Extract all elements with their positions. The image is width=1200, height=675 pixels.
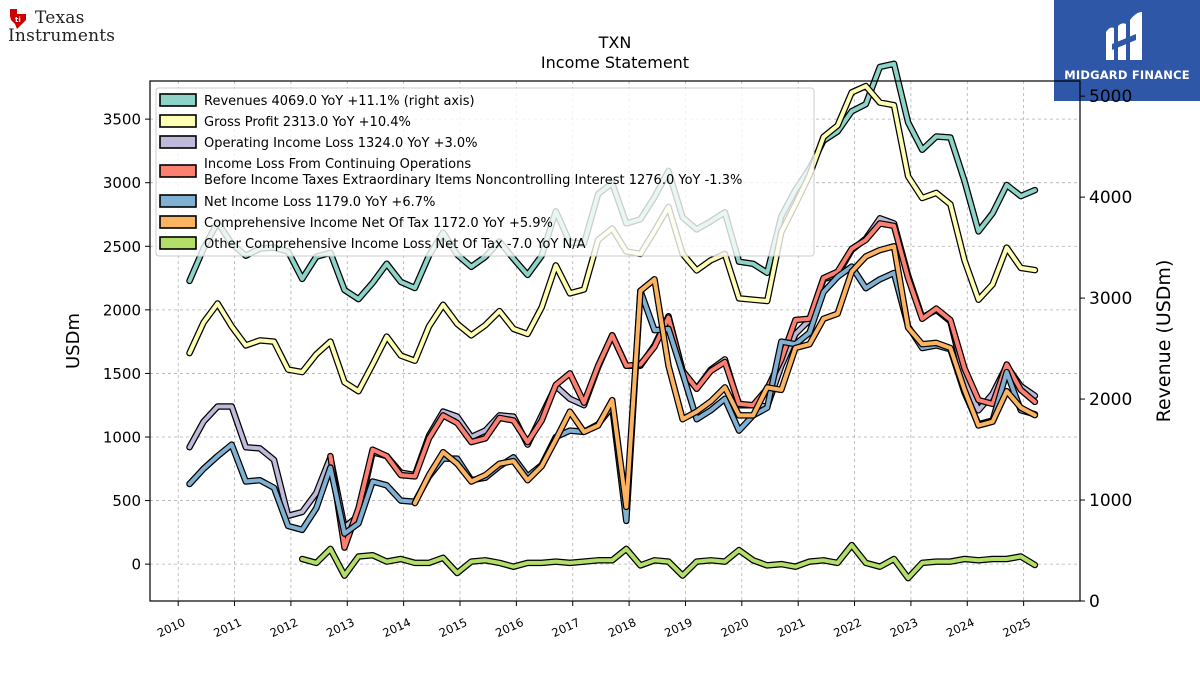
midgard-emblem-icon (1106, 12, 1142, 60)
legend-swatch-2 (159, 135, 197, 149)
series-outline-5 (411, 243, 1039, 511)
y-tick-label: 500 (112, 492, 141, 510)
x-tick-label: 2011 (211, 615, 243, 640)
legend-box (155, 87, 815, 257)
legend-swatch-0 (159, 93, 197, 107)
series-group (186, 60, 1039, 582)
y-tick-label: 3500 (103, 111, 141, 129)
legend-label-3-line2: Before Income Taxes Extraordinary Items … (204, 173, 742, 188)
x-tick-label: 2022 (831, 615, 863, 640)
x-tick-label: 2014 (380, 615, 412, 640)
y-right-tick-label: 1000 (1089, 491, 1132, 511)
x-tick-label: 2010 (155, 615, 187, 640)
legend-label-6: Other Comprehensive Income Loss Net Of T… (204, 237, 586, 252)
chart-title: TXN (598, 33, 632, 52)
texas-instruments-logo: ti Texas Instruments (8, 6, 138, 52)
x-tick-label: 2019 (662, 615, 694, 640)
x-tick-label: 2015 (437, 615, 469, 640)
y-tick-label: 1500 (103, 365, 141, 383)
x-tick-label: 2025 (1000, 615, 1032, 640)
legend-label-2: Operating Income Loss 1324.0 YoY +3.0% (204, 136, 478, 151)
x-tick-label: 2018 (606, 615, 638, 640)
y-tick-label: 2500 (103, 238, 141, 256)
x-tick-label: 2012 (268, 615, 300, 640)
x-tick-label: 2023 (888, 615, 920, 640)
legend-label-4: Net Income Loss 1179.0 YoY +6.7% (204, 195, 435, 210)
y-tick-label: 3000 (103, 174, 141, 192)
series-line-3 (328, 221, 1037, 550)
series-outline-3 (327, 220, 1039, 551)
chart-subtitle: Income Statement (541, 53, 689, 72)
plot-frame (149, 80, 1081, 602)
legend-label-0: Revenues 4069.0 YoY +11.1% (right axis) (204, 94, 475, 109)
y-right-tick-label: 2000 (1089, 390, 1132, 410)
legend-swatch-5 (159, 215, 197, 229)
x-tick-label: 2020 (719, 615, 751, 640)
legend-swatch-4 (159, 194, 197, 208)
y-tick-label: 2000 (103, 301, 141, 319)
legend-swatch-3 (159, 164, 197, 178)
series-line-5 (412, 244, 1037, 509)
series-outline-2 (186, 215, 1039, 531)
x-tick-label: 2024 (944, 615, 976, 640)
y-right-tick-label: 4000 (1089, 188, 1132, 208)
legend-swatch-6 (159, 236, 197, 250)
legend: Revenues 4069.0 YoY +11.1% (right axis) G… (155, 87, 815, 257)
legend-swatch-1 (159, 114, 197, 128)
svg-text:ti: ti (15, 16, 21, 24)
series-line-6 (300, 543, 1037, 581)
midgard-finance-logo: MIDGARD FINANCE (1054, 0, 1200, 101)
y-right-tick-label: 0 (1089, 592, 1100, 612)
y-tick-label: 0 (131, 556, 141, 574)
ti-logo-line1: Texas (35, 8, 85, 28)
y-right-tick-label: 3000 (1089, 289, 1132, 309)
x-tick-label: 2016 (493, 615, 525, 640)
x-tick-label: 2017 (550, 615, 582, 640)
y-right-tick-label: 5000 (1089, 87, 1132, 107)
midgard-finance-text: MIDGARD FINANCE (1064, 68, 1190, 82)
x-tick-label: 2021 (775, 615, 807, 640)
x-tick-label: 2013 (324, 615, 356, 640)
y-right-axis-label: Revenue (USDm) (1153, 260, 1175, 423)
legend-label-3-line1: Income Loss From Continuing Operations (204, 157, 471, 172)
legend-label-5: Comprehensive Income Net Of Tax 1172.0 Y… (204, 216, 553, 231)
ti-state-icon: ti (10, 9, 26, 29)
legend-label-1: Gross Profit 2313.0 YoY +10.4% (204, 115, 411, 130)
y-axis-label: USDm (63, 313, 84, 369)
y-tick-label: 1000 (103, 428, 141, 446)
ti-logo-line2: Instruments (8, 26, 116, 46)
